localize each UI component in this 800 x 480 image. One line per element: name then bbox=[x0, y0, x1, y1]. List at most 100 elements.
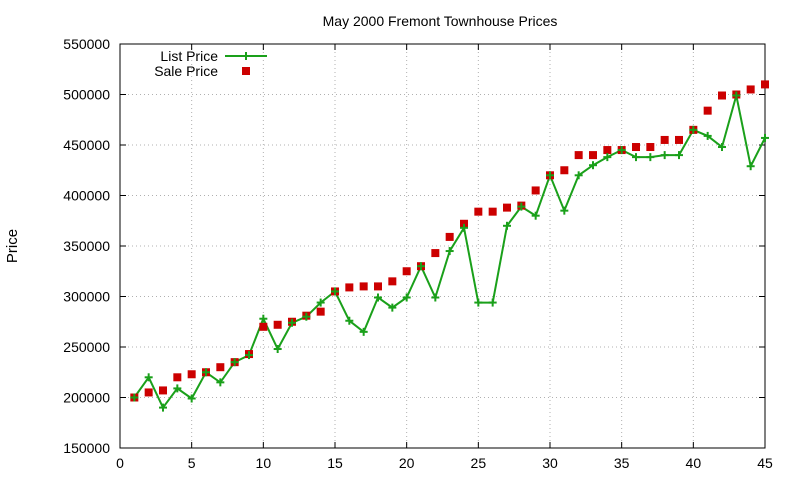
x-tick-label: 5 bbox=[188, 455, 196, 471]
list-price-point bbox=[187, 394, 196, 403]
sale-price-point bbox=[660, 135, 669, 144]
list-price-point bbox=[245, 351, 253, 360]
sale-price-point bbox=[445, 232, 454, 241]
axis-ticks: 0 5 10 15 20 25 30 35 40 45 150000 200000 250000 3000… bbox=[63, 36, 773, 471]
sale-price-point bbox=[646, 143, 655, 152]
list-price-point bbox=[732, 91, 741, 100]
list-price-point bbox=[230, 358, 239, 367]
sale-price-point bbox=[273, 320, 282, 329]
sale-price-point bbox=[144, 388, 153, 397]
chart-title: May 2000 Fremont Townhouse Prices bbox=[323, 13, 558, 29]
x-tick-label: 45 bbox=[757, 455, 773, 471]
sale-price-point bbox=[374, 282, 382, 291]
y-tick-label: 200000 bbox=[63, 390, 110, 406]
y-tick-label: 150000 bbox=[63, 440, 110, 456]
sale-price-point bbox=[718, 91, 726, 100]
list-price-point bbox=[417, 262, 425, 271]
list-price-point bbox=[460, 223, 468, 232]
x-tick-label: 0 bbox=[116, 455, 124, 471]
sale-price-point bbox=[603, 146, 612, 155]
sale-price-point bbox=[761, 80, 769, 89]
x-tick-label: 10 bbox=[256, 455, 272, 471]
list-price-point bbox=[546, 171, 554, 180]
list-price-point bbox=[159, 403, 167, 412]
list-price-point bbox=[216, 378, 225, 387]
list-price-point bbox=[288, 318, 296, 327]
sale-price-point bbox=[675, 135, 683, 144]
x-tick-label: 35 bbox=[614, 455, 630, 471]
sale-price-point bbox=[746, 85, 755, 94]
y-tick-label: 350000 bbox=[63, 238, 110, 254]
list-price-point bbox=[675, 151, 683, 160]
sale-price-point bbox=[402, 267, 411, 276]
sale-price-point bbox=[574, 151, 583, 160]
x-tick-label: 40 bbox=[686, 455, 702, 471]
sale-price-point bbox=[388, 277, 397, 286]
x-tick-label: 30 bbox=[542, 455, 558, 471]
list-price-point bbox=[531, 211, 540, 220]
list-price-point bbox=[689, 125, 698, 134]
list-price-point bbox=[173, 384, 182, 393]
list-price-point bbox=[632, 153, 640, 162]
y-tick-label: 300000 bbox=[63, 289, 110, 305]
y-tick-label: 550000 bbox=[63, 36, 110, 52]
list-price-point bbox=[560, 206, 569, 215]
list-price-point bbox=[574, 171, 583, 180]
list-price-point bbox=[359, 327, 368, 336]
list-price-point bbox=[746, 162, 755, 171]
list-price-point bbox=[130, 393, 139, 402]
sale-price-point bbox=[632, 143, 640, 152]
list-price-point bbox=[517, 202, 526, 211]
sale-price-point bbox=[460, 219, 468, 228]
list-price-point bbox=[646, 153, 655, 162]
list-price-point bbox=[273, 345, 282, 354]
sale-price-point bbox=[316, 307, 325, 316]
list-price-point bbox=[388, 303, 397, 312]
sale-price-point bbox=[159, 386, 167, 395]
x-tick-label: 20 bbox=[399, 455, 415, 471]
list-price-point bbox=[445, 247, 454, 256]
list-price-point bbox=[761, 133, 769, 142]
legend-label-sale-price: Sale Price bbox=[154, 63, 218, 79]
list-price-point bbox=[259, 314, 268, 323]
list-price-point bbox=[660, 151, 669, 160]
sale-price-point bbox=[589, 151, 597, 160]
sale-price-point bbox=[216, 363, 225, 372]
list-price-point bbox=[703, 131, 712, 140]
sale-price-point bbox=[560, 166, 569, 175]
legend-marker-list-price bbox=[242, 52, 250, 60]
x-tick-label: 25 bbox=[471, 455, 487, 471]
grid-lines bbox=[120, 44, 765, 448]
sale-price-point bbox=[359, 282, 368, 291]
legend-marker-sale-price bbox=[242, 67, 250, 75]
legend-cross-mark bbox=[242, 52, 250, 60]
sale-price-point bbox=[703, 106, 712, 115]
list-price-point bbox=[374, 293, 382, 302]
list-price-point bbox=[617, 146, 626, 155]
list-price-point bbox=[316, 298, 325, 307]
sale-price-point bbox=[488, 207, 497, 216]
list-price-point bbox=[202, 368, 210, 377]
list-price-point bbox=[589, 161, 597, 170]
sale-price-point bbox=[431, 249, 440, 258]
list-price-point bbox=[431, 293, 440, 302]
series-layer bbox=[130, 80, 769, 412]
list-price-point bbox=[474, 298, 483, 307]
list-price-point bbox=[603, 153, 612, 162]
sale-price-point bbox=[259, 322, 268, 331]
sale-price-point bbox=[187, 370, 196, 379]
list-price-point bbox=[345, 316, 354, 325]
y-axis-label: Price bbox=[4, 229, 21, 263]
y-tick-label: 400000 bbox=[63, 188, 110, 204]
legend-label-list-price: List Price bbox=[160, 48, 218, 64]
sale-price-point bbox=[474, 207, 483, 216]
list-price-point bbox=[488, 298, 497, 307]
list-price-point bbox=[718, 143, 726, 152]
sale-price-point bbox=[173, 373, 182, 382]
list-price-point bbox=[302, 312, 311, 321]
sale-price-point bbox=[345, 283, 354, 292]
sale-price-point bbox=[531, 186, 540, 195]
list-price-point bbox=[402, 293, 411, 302]
list-price-point bbox=[331, 287, 339, 296]
